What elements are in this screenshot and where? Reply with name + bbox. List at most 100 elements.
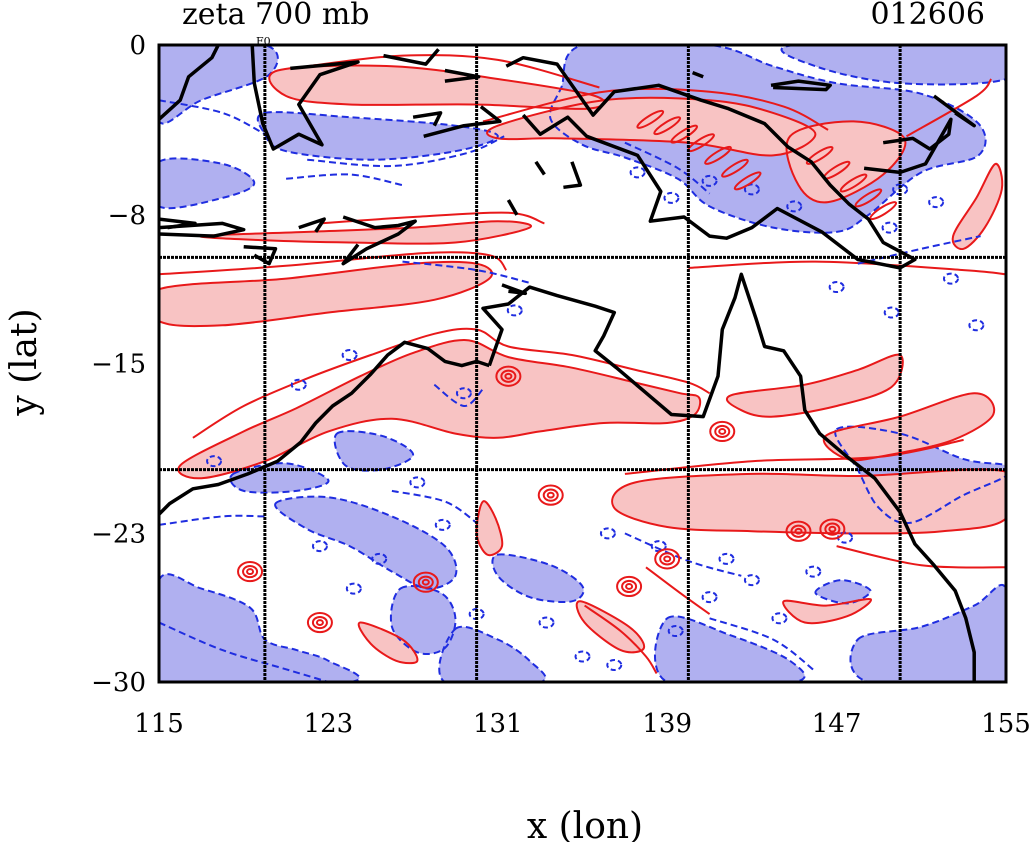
negative-eddy [743, 574, 760, 587]
coastline [341, 215, 417, 266]
coastline [863, 117, 953, 175]
negative-eddy [881, 221, 898, 234]
x-tick-label: 139 [642, 709, 692, 739]
positive-vortex-ring [828, 525, 837, 533]
coastline [505, 55, 917, 270]
positive-vorticity-contour [177, 339, 702, 480]
positive-vorticity-contour [782, 597, 872, 625]
positive-streak [721, 158, 749, 178]
positive-vorticity-contour [951, 162, 1004, 251]
positive-vorticity-contour [575, 600, 646, 654]
y-tick-label: −15 [91, 350, 146, 380]
negative-eddy [771, 612, 788, 625]
negative-vorticity-contour [307, 135, 505, 168]
coastline [481, 272, 976, 682]
positive-vorticity-contour [159, 260, 494, 328]
negative-eddy [883, 306, 900, 319]
negative-eddy [434, 518, 451, 531]
positive-vorticity-contour [357, 621, 419, 665]
coastline [534, 160, 546, 176]
positive-vortex-ring [315, 619, 324, 626]
negative-vorticity-region [439, 626, 546, 682]
negative-eddy [206, 455, 223, 468]
negative-eddy [968, 319, 985, 332]
negative-eddy [786, 200, 803, 213]
negative-vorticity-contour [391, 489, 478, 524]
positive-streak [805, 145, 834, 165]
y-tick-label: 0 [129, 31, 146, 61]
negative-eddy [701, 174, 718, 187]
negative-vorticity-contour [333, 430, 415, 472]
chart-title: zeta 700 mb [182, 0, 370, 32]
positive-vorticity-contour [725, 353, 904, 418]
negative-eddy [311, 540, 328, 553]
negative-vorticity-region [654, 616, 805, 682]
y-tick-label: −8 [108, 201, 146, 231]
positive-vortex-ring [421, 578, 430, 586]
negative-vorticity-contour [159, 621, 329, 682]
positive-vortex-ring [546, 491, 555, 499]
positive-vorticity-region [200, 221, 532, 244]
y-tick-label: −30 [91, 668, 146, 698]
positive-streak [869, 201, 898, 221]
negative-vorticity-region [390, 586, 456, 655]
coastline [444, 68, 481, 83]
positive-streak [704, 145, 732, 165]
positive-vorticity-contour [486, 96, 817, 157]
x-tick-label: 123 [304, 709, 354, 739]
negative-eddy [290, 378, 307, 391]
vorticity-contour-layer [159, 45, 1006, 682]
positive-vortex-ring [819, 518, 846, 540]
coastline [159, 221, 246, 238]
negative-eddy [538, 616, 555, 629]
positive-vortex-ring [714, 424, 731, 439]
x-tick-label: 147 [812, 709, 862, 739]
plot-frame [157, 43, 1008, 684]
positive-vortex-ring [495, 365, 522, 387]
positive-vorticity-region [358, 622, 418, 664]
positive-vortex-ring [785, 520, 812, 542]
positive-vortex-ring [504, 372, 513, 380]
negative-vorticity-contour [433, 383, 484, 407]
negative-vorticity-contour [491, 553, 585, 603]
positive-vorticity-contour [905, 78, 993, 138]
coastline [412, 111, 443, 127]
positive-vortex-ring [663, 555, 672, 563]
positive-vorticity-region [159, 261, 493, 327]
negative-vorticity-contour [159, 99, 266, 136]
coastline [383, 48, 440, 66]
coastline [506, 199, 519, 216]
negative-vorticity-contour [256, 111, 499, 161]
negative-vorticity-region [781, 45, 1006, 85]
coastline [423, 105, 502, 138]
negative-vorticity-contour [834, 425, 1006, 525]
negative-eddy [409, 476, 426, 489]
coastline [501, 283, 528, 296]
positive-streak [670, 124, 698, 144]
positive-vortex-ring [790, 524, 807, 538]
positive-vorticity-region [783, 598, 871, 624]
positive-vortex-ring [794, 527, 803, 535]
positive-vortex-ring [654, 548, 681, 570]
positive-vorticity-region [576, 601, 645, 653]
positive-vorticity-contour [688, 260, 1006, 276]
negative-eddy [942, 272, 959, 285]
negative-eddy [667, 625, 684, 638]
negative-vorticity-contour [653, 615, 806, 682]
x-tick-label: 155 [981, 709, 1031, 739]
negative-vorticity-region [159, 45, 278, 124]
negative-vorticity-contour [438, 625, 547, 682]
positive-vortex-ring [306, 611, 333, 634]
negative-eddy [701, 591, 718, 604]
positive-vortex-ring [709, 420, 736, 443]
negative-eddy [599, 527, 616, 540]
negative-eddy [629, 166, 646, 179]
negative-eddy [606, 659, 623, 672]
coastline [159, 217, 197, 230]
negative-vorticity-contour [402, 260, 530, 284]
negative-vorticity-contour [286, 173, 403, 187]
x-axis-title: x (lon) [527, 806, 643, 842]
positive-vorticity-region [952, 163, 1003, 250]
negative-eddy [805, 565, 822, 578]
